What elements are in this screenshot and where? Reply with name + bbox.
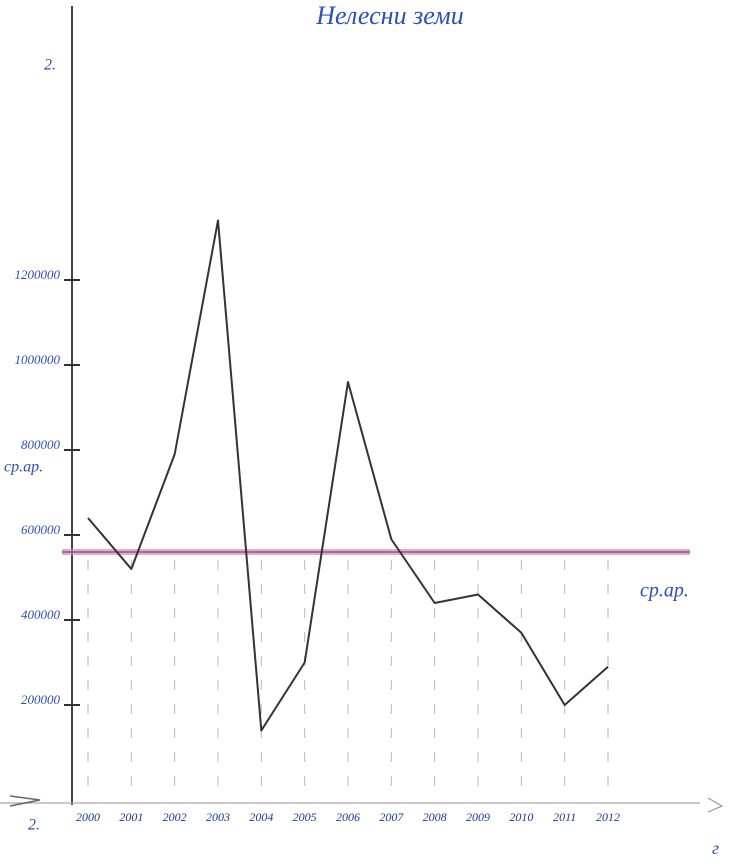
x-tick-label: 2008 bbox=[423, 810, 447, 824]
x-tick-label: 2002 bbox=[163, 810, 187, 824]
x-tick-label: 2004 bbox=[249, 810, 273, 824]
x-tick-label: 2011 bbox=[553, 810, 576, 824]
x-tick-label: 2009 bbox=[466, 810, 490, 824]
x-axis-arrow bbox=[9, 795, 41, 807]
x-axis-label: г bbox=[712, 838, 719, 858]
chart-title: Нелесни земи bbox=[315, 1, 463, 30]
y-tick-label: 1200000 bbox=[15, 267, 61, 282]
data-line bbox=[87, 219, 609, 732]
y-axis-label: 2. bbox=[44, 57, 56, 74]
x-tick-label: 2003 bbox=[206, 810, 230, 824]
x-tick-label: 2007 bbox=[379, 810, 404, 824]
average-label: ср.ар. bbox=[640, 580, 689, 602]
x-tick-label: 2012 bbox=[596, 810, 620, 824]
x-tick-label: 2000 bbox=[76, 810, 100, 824]
x-axis-arrow bbox=[707, 797, 724, 813]
y-tick-label: 400000 bbox=[21, 607, 61, 622]
x-tick-label: 2006 bbox=[336, 810, 360, 824]
x-tick-label: 2010 bbox=[509, 810, 533, 824]
y-tick-label: 200000 bbox=[21, 692, 61, 707]
y-tick-label: 800000 bbox=[21, 437, 61, 452]
x-tick-label: 2001 bbox=[119, 810, 143, 824]
y-tick-label: 1000000 bbox=[15, 352, 61, 367]
y-tick-label: 600000 bbox=[21, 522, 61, 537]
origin-label: 2. bbox=[28, 817, 40, 834]
average-label: ср.ар. bbox=[4, 459, 43, 476]
x-tick-label: 2005 bbox=[293, 810, 317, 824]
